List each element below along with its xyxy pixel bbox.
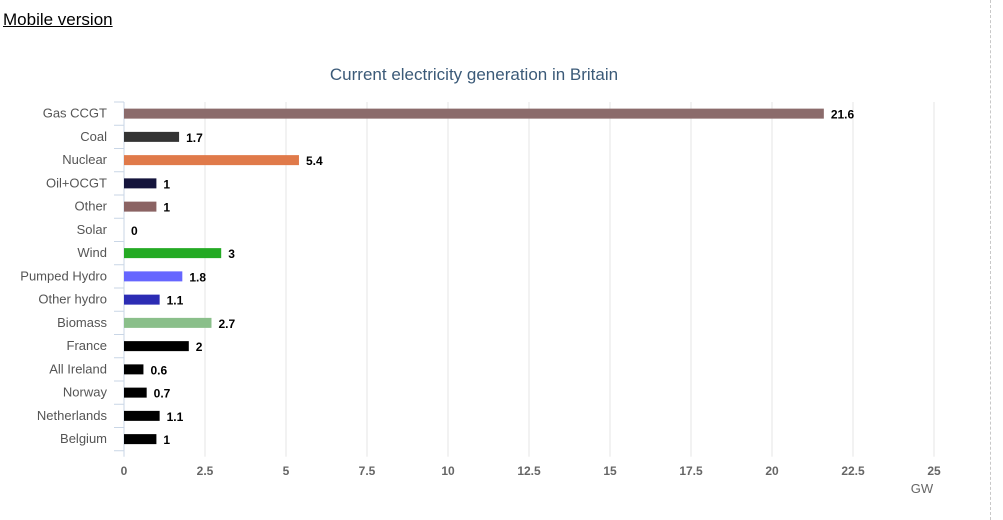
category-label: Biomass bbox=[57, 315, 107, 330]
category-label: Gas CCGT bbox=[43, 106, 107, 121]
data-label: 0 bbox=[131, 224, 138, 238]
bar bbox=[124, 178, 157, 189]
x-tick-label: 17.5 bbox=[679, 464, 703, 478]
chart-title: Current electricity generation in Britai… bbox=[330, 65, 618, 84]
bars: 21.6 1.7 5.4 1 1 0 3 1.8 1.1 2.7 2 0.6 0.7 1.1 1 bbox=[124, 108, 855, 447]
bar bbox=[124, 155, 299, 166]
mobile-version-link[interactable]: Mobile version bbox=[3, 10, 113, 29]
x-tick-label: 7.5 bbox=[359, 464, 376, 478]
category-label: France bbox=[67, 338, 107, 353]
x-tick-label: 15 bbox=[603, 464, 617, 478]
x-axis-label: GW bbox=[911, 481, 934, 496]
bar bbox=[124, 201, 157, 212]
category-label: Other bbox=[74, 199, 107, 214]
category-label: Belgium bbox=[60, 431, 107, 446]
data-label: 1.1 bbox=[167, 410, 184, 424]
x-tick-label: 2.5 bbox=[197, 464, 214, 478]
data-label: 1.8 bbox=[189, 270, 206, 284]
bar bbox=[124, 108, 824, 119]
bar bbox=[124, 387, 147, 398]
data-label: 0.6 bbox=[150, 363, 167, 377]
bar bbox=[124, 410, 160, 421]
category-label: Netherlands bbox=[37, 408, 108, 423]
x-tick-label: 25 bbox=[927, 464, 941, 478]
category-label: Oil+OCGT bbox=[46, 175, 107, 190]
bar bbox=[124, 317, 212, 328]
category-label: Solar bbox=[77, 222, 108, 237]
page-border bbox=[990, 0, 992, 520]
bar bbox=[124, 248, 222, 259]
data-label: 2.7 bbox=[218, 317, 235, 331]
data-label: 0.7 bbox=[154, 387, 171, 401]
bar bbox=[124, 434, 157, 445]
data-label: 3 bbox=[228, 247, 235, 261]
x-tick-label: 22.5 bbox=[841, 464, 865, 478]
category-label: Other hydro bbox=[38, 292, 107, 307]
category-label: Pumped Hydro bbox=[20, 268, 107, 283]
category-label: Wind bbox=[77, 245, 107, 260]
data-label: 1 bbox=[163, 177, 170, 191]
bar bbox=[124, 271, 183, 282]
bar bbox=[124, 341, 189, 352]
x-tick-label: 12.5 bbox=[517, 464, 541, 478]
bar bbox=[124, 294, 160, 305]
x-axis: 0 2.5 5 7.5 10 12.5 15 17.5 20 22.5 25 bbox=[121, 464, 941, 478]
x-tick-label: 20 bbox=[765, 464, 779, 478]
data-label: 1.1 bbox=[167, 294, 184, 308]
category-label: All Ireland bbox=[49, 361, 107, 376]
data-label: 21.6 bbox=[831, 108, 855, 122]
x-tick-label: 0 bbox=[121, 464, 128, 478]
bar bbox=[124, 131, 180, 142]
x-tick-label: 10 bbox=[441, 464, 455, 478]
data-label: 5.4 bbox=[306, 154, 323, 168]
data-label: 1 bbox=[163, 201, 170, 215]
category-label: Coal bbox=[80, 129, 107, 144]
data-label: 1 bbox=[163, 433, 170, 447]
data-label: 2 bbox=[196, 340, 203, 354]
category-label: Norway bbox=[63, 385, 108, 400]
bar bbox=[124, 364, 144, 375]
data-label: 1.7 bbox=[186, 131, 203, 145]
x-tick-label: 5 bbox=[283, 464, 290, 478]
y-axis: Gas CCGT Coal Nuclear Oil+OCGT Other Solar Win… bbox=[20, 101, 125, 457]
category-label: Nuclear bbox=[62, 152, 107, 167]
